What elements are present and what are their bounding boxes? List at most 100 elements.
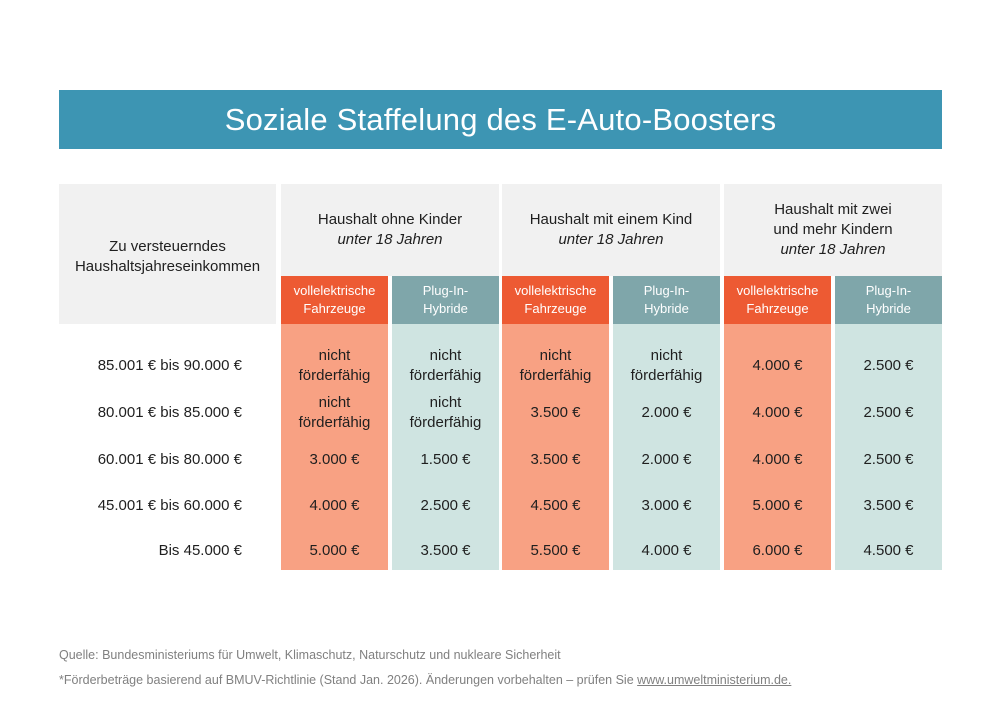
table-cell: nicht förderfähig — [502, 346, 609, 386]
sub-header-line: vollelektrische — [514, 283, 597, 298]
cell-line: 4.000 € — [752, 451, 803, 468]
cell-line: 4.000 € — [309, 497, 360, 514]
table-cell: 2.000 € — [613, 403, 720, 423]
table-cell: 3.500 € — [392, 541, 499, 561]
cell-line: förderfähig — [519, 367, 592, 384]
cell-line: 4.500 € — [863, 542, 914, 559]
cell-line: 3.500 € — [530, 451, 581, 468]
table-cell: 4.000 € — [613, 541, 720, 561]
income-row-label: 60.001 € bis 80.000 € — [97, 451, 242, 468]
phev-column: nicht förderfähig nicht förderfähig 1.500 € 2… — [392, 324, 499, 570]
sub-header-line: Fahrzeuge — [303, 301, 366, 316]
cell-line: 3.000 € — [641, 497, 692, 514]
table-cell: 4.000 € — [724, 356, 831, 376]
page-title: Soziale Staffelung des E-Auto-Boosters — [59, 90, 942, 149]
table-cell: 3.000 € — [613, 496, 720, 516]
bev-column: nicht förderfähig nicht förderfähig 3.000 € 4… — [281, 324, 388, 570]
cell-line: 3.000 € — [309, 451, 360, 468]
cell-line: 5.000 € — [752, 497, 803, 514]
sub-header-phev: Plug-In- Hybride — [613, 276, 720, 324]
phev-column: nicht förderfähig 2.000 € 2.000 € 3.000 € 4.0… — [613, 324, 720, 570]
income-header-line-2: Haushaltsjahreseinkommen — [74, 258, 261, 275]
group-header-sub: unter 18 Jahren — [558, 231, 664, 248]
sub-header-line: Fahrzeuge — [746, 301, 809, 316]
bev-column: nicht förderfähig 3.500 € 3.500 € 4.500 € 5.5… — [502, 324, 609, 570]
income-row-label: 45.001 € bis 60.000 € — [97, 497, 242, 514]
table-cell: 2.500 € — [835, 356, 942, 376]
cell-line: nicht — [650, 347, 683, 364]
sub-header-phev: Plug-In- Hybride — [392, 276, 499, 324]
cell-line: nicht — [429, 347, 462, 364]
group-header-one-child: Haushalt mit einem Kind unter 18 Jahren — [502, 184, 720, 276]
table-cell: 3.500 € — [835, 496, 942, 516]
income-header: Zu versteuerndes Haushaltsjahreseinkomme… — [59, 184, 276, 324]
income-row-label: Bis 45.000 € — [158, 542, 242, 559]
ministry-link[interactable]: www.umweltministerium.de. — [637, 673, 792, 687]
sub-header-line: vollelektrische — [736, 283, 819, 298]
disclaimer-text: *Förderbeträge basierend auf BMUV-Richtl… — [59, 673, 638, 687]
table-cell: nicht förderfähig — [613, 346, 720, 386]
phev-column: 2.500 € 2.500 € 2.500 € 3.500 € 4.500 € — [835, 324, 942, 570]
cell-line: 4.000 € — [752, 357, 803, 374]
table-cell: 2.000 € — [613, 450, 720, 470]
cell-line: förderfähig — [298, 414, 371, 431]
group-header-line: Haushalt mit einem Kind — [529, 211, 693, 228]
table-cell: nicht förderfähig — [281, 393, 388, 433]
income-header-line-1: Zu versteuerndes — [109, 238, 226, 255]
table-cell: 4.000 € — [281, 496, 388, 516]
table-cell: 4.500 € — [502, 496, 609, 516]
cell-line: 3.500 € — [530, 404, 581, 421]
sub-header-bev: vollelektrische Fahrzeuge — [281, 276, 388, 324]
sub-header-bev: vollelektrische Fahrzeuge — [502, 276, 609, 324]
table-cell: 3.500 € — [502, 450, 609, 470]
cell-line: 2.500 € — [420, 497, 471, 514]
cell-line: 3.500 € — [863, 497, 914, 514]
cell-line: nicht — [318, 394, 351, 411]
cell-line: förderfähig — [409, 414, 482, 431]
cell-line: 5.500 € — [530, 542, 581, 559]
source-note: Quelle: Bundesministeriums für Umwelt, K… — [59, 648, 561, 662]
table-cell: 2.500 € — [835, 450, 942, 470]
table-cell: nicht förderfähig — [392, 393, 499, 433]
group-header-no-children: Haushalt ohne Kinder unter 18 Jahren — [281, 184, 499, 276]
table-cell: 5.500 € — [502, 541, 609, 561]
table-cell: nicht förderfähig — [392, 346, 499, 386]
sub-header-line: Hybride — [423, 301, 468, 316]
sub-header-line: Plug-In- — [865, 283, 912, 298]
disclaimer-note: *Förderbeträge basierend auf BMUV-Richtl… — [59, 673, 791, 687]
table-cell: 4.000 € — [724, 403, 831, 423]
table-cell: nicht förderfähig — [281, 346, 388, 386]
table-cell: 5.000 € — [724, 496, 831, 516]
table-cell: 4.000 € — [724, 450, 831, 470]
group-header-line: und mehr Kindern — [773, 221, 893, 238]
table-cell: 3.000 € — [281, 450, 388, 470]
table-cell: 6.000 € — [724, 541, 831, 561]
cell-line: 2.000 € — [641, 451, 692, 468]
sub-header-line: Plug-In- — [422, 283, 469, 298]
cell-line: 5.000 € — [309, 542, 360, 559]
cell-line: 4.000 € — [752, 404, 803, 421]
cell-line: 4.500 € — [530, 497, 581, 514]
sub-header-line: vollelektrische — [293, 283, 376, 298]
group-header-two-plus-children: Haushalt mit zwei und mehr Kindern unter… — [724, 184, 942, 276]
sub-header-line: Hybride — [644, 301, 689, 316]
cell-line: nicht — [429, 394, 462, 411]
sub-header-line: Hybride — [866, 301, 911, 316]
group-header-line: Haushalt ohne Kinder — [317, 211, 463, 228]
sub-header-line: Fahrzeuge — [524, 301, 587, 316]
cell-line: förderfähig — [630, 367, 703, 384]
group-header-line: Haushalt mit zwei — [774, 201, 892, 218]
table-cell: 3.500 € — [502, 403, 609, 423]
income-row-label: 85.001 € bis 90.000 € — [97, 357, 242, 374]
table-cell: 4.500 € — [835, 541, 942, 561]
cell-line: 4.000 € — [641, 542, 692, 559]
cell-line: 3.500 € — [420, 542, 471, 559]
bev-column: 4.000 € 4.000 € 4.000 € 5.000 € 6.000 € — [724, 324, 831, 570]
sub-header-line: Plug-In- — [643, 283, 690, 298]
sub-header-phev: Plug-In- Hybride — [835, 276, 942, 324]
table-cell: 2.500 € — [392, 496, 499, 516]
table-cell: 5.000 € — [281, 541, 388, 561]
cell-line: nicht — [539, 347, 572, 364]
cell-line: förderfähig — [409, 367, 482, 384]
cell-line: förderfähig — [298, 367, 371, 384]
